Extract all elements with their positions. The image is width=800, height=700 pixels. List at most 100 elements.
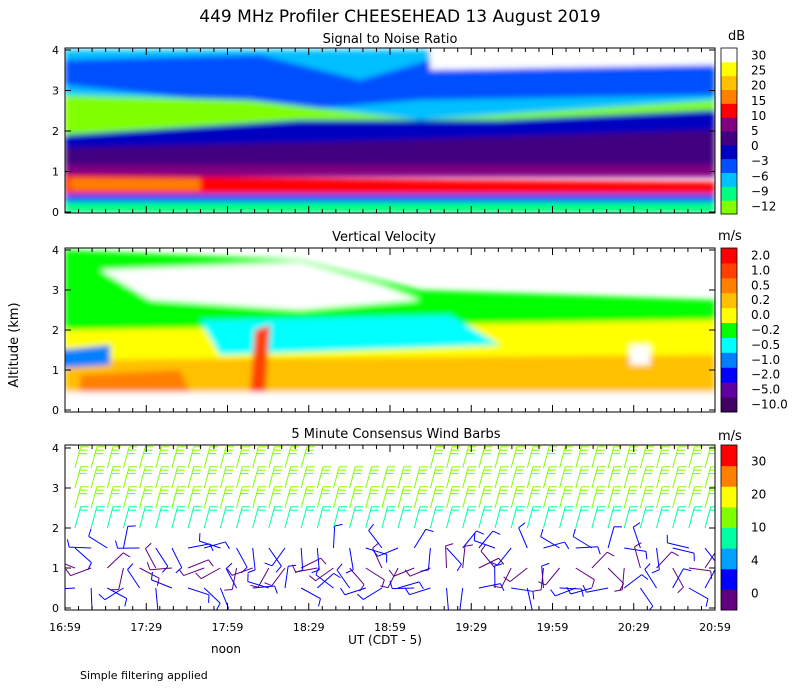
wind-barb-feather (644, 563, 651, 570)
wind-barb-staff (397, 506, 405, 529)
wind-barb-staff (316, 466, 324, 489)
wind-barb-feather (614, 589, 623, 592)
wind-barb-staff (365, 486, 372, 509)
wind-barb-feather (493, 585, 502, 589)
wind-barb-staff (381, 506, 389, 529)
wind-barb-feather (372, 542, 380, 549)
wind-barb-feather (538, 581, 546, 586)
wind-barb-staff (88, 535, 108, 549)
wind-barb-staff (231, 567, 253, 576)
wind-barb-staff (139, 466, 146, 489)
wind-barb-staff (478, 583, 501, 589)
wind-colorbar-segment (721, 548, 737, 570)
wind-barb-staff (252, 446, 259, 469)
wind-barbs (51, 446, 715, 610)
wind-barb-feather (476, 530, 485, 535)
wind-barb-staff (187, 559, 209, 569)
wind-barb-staff (688, 466, 696, 489)
wind-barb-staff (446, 506, 453, 529)
wind-barb-staff (295, 567, 318, 573)
wind-barb-staff (268, 506, 276, 529)
wind-barb-staff (252, 506, 259, 529)
wind-barb-staff (607, 506, 615, 529)
wind-barb-feather (582, 584, 587, 593)
wind-barb-feather (710, 570, 713, 579)
wind-barb-staff (575, 546, 598, 549)
wind-barb-staff (478, 486, 486, 509)
wind-colorbar-segment (721, 465, 737, 487)
wind-barb-staff (236, 547, 248, 568)
wind-barb-staff (510, 486, 518, 509)
wind-barb-feather (224, 589, 233, 591)
time-label: 20:59 (699, 621, 731, 634)
wind-barb-staff (284, 446, 292, 469)
wind-barb-staff (155, 547, 169, 567)
wind-barb-staff (122, 446, 130, 469)
wind-barb-staff (155, 486, 162, 509)
wind-barb-staff (247, 581, 269, 589)
wind-barb-feather (597, 546, 601, 555)
wind-barb-feather (651, 569, 660, 574)
wind-barb-staff (639, 466, 647, 489)
wind-barb-staff (199, 540, 221, 549)
wind-barb-staff (575, 446, 582, 469)
wind-barb-staff (409, 587, 431, 596)
wind-barb-staff (387, 567, 399, 588)
wind-barb-staff (219, 466, 227, 489)
wind-barb-staff (252, 466, 259, 489)
wind-barb-staff (704, 552, 715, 569)
wind-barb-staff (446, 587, 449, 610)
snr-panel: Signal to Noise Ratio 0 1 2 3 4 dB 302520151… (52, 29, 776, 219)
wind-barb-staff (413, 529, 427, 549)
wind-barb-staff (427, 547, 431, 570)
wind-barb-staff (688, 506, 696, 529)
wind-barb-staff (591, 486, 599, 509)
wind-barb-feather (51, 582, 54, 590)
wind-barb-staff (542, 446, 550, 469)
wind-barb-staff (203, 446, 211, 469)
wind-barb-staff (187, 506, 195, 529)
snr-colorbar-segment (721, 131, 737, 146)
wind-barb-staff (704, 486, 712, 509)
wind-barb-staff (316, 486, 324, 509)
wind-barb-staff (494, 486, 502, 509)
wind-barb-staff (187, 543, 210, 549)
wind-barb-staff (107, 587, 127, 599)
wind-units: m/s (718, 429, 742, 444)
wind-barb-staff (139, 567, 160, 579)
wind-barb-feather (178, 568, 184, 576)
wind-barb-feather (677, 586, 684, 594)
snr-colorbar-label: −12 (751, 199, 776, 213)
wind-barb-staff (478, 446, 486, 469)
snr-field-inversion-core (65, 130, 715, 172)
wind-colorbar-frame (720, 444, 738, 611)
wind-barb-staff (393, 567, 415, 577)
wind-barb-staff (494, 466, 502, 489)
wind-barb-staff (656, 547, 660, 570)
wind-barb-feather (368, 523, 374, 531)
wind-barb-staff (231, 567, 238, 590)
wind-barb-feather (581, 588, 584, 597)
wind-barb-staff (462, 546, 466, 569)
wind-barb-staff (171, 547, 183, 568)
wind-barb-staff (623, 466, 631, 489)
wind-barb-staff (575, 486, 582, 509)
wind-barb-staff (413, 506, 421, 529)
wind-barb-staff (688, 446, 696, 469)
velocity-panel-title: Vertical Velocity (332, 230, 436, 245)
velocity-ytick-label: 0 (52, 404, 59, 417)
wind-barb-staff (316, 547, 320, 570)
wind-barb-staff (639, 486, 647, 509)
wind-colorbar-label: 0 (751, 587, 759, 601)
wind-barb-staff (349, 466, 356, 489)
wind-barb-staff (575, 567, 595, 581)
wind-barb-staff (203, 486, 211, 509)
wind-barb-staff (607, 526, 615, 549)
snr-colorbar-label: 15 (751, 94, 766, 108)
wind-barb-feather (208, 559, 214, 567)
wind-barb-staff (459, 587, 464, 610)
snr-colorbar-segment (721, 186, 737, 201)
snr-colorbar-segment (721, 89, 737, 104)
time-label: 19:29 (455, 621, 487, 634)
wind-barb-feather (114, 540, 119, 549)
